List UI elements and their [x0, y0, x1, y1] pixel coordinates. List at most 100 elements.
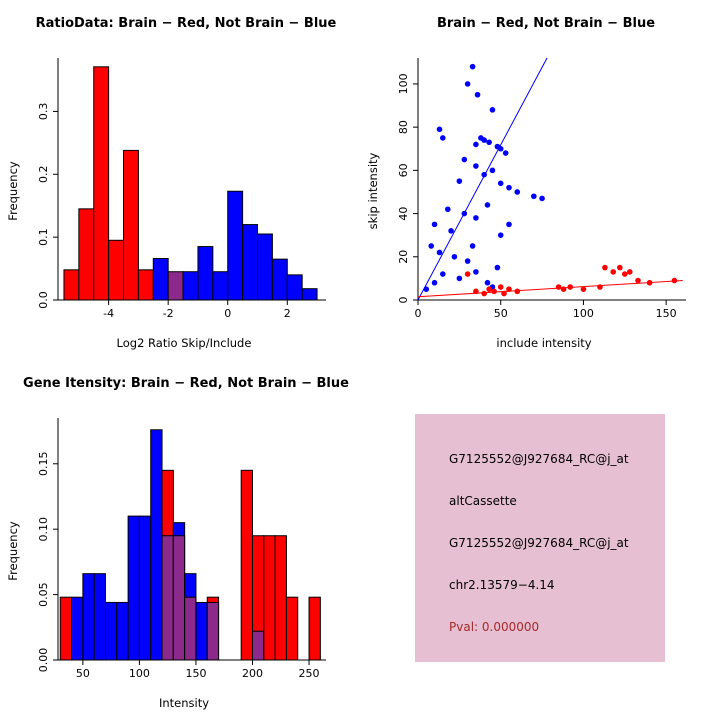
ratio-histogram-title: RatioData: Brain − Red, Not Brain − Blue — [35, 16, 337, 31]
intensity-scatter-xlabel: include intensity — [496, 336, 592, 350]
pval-text: Pval: 0.000000 — [449, 620, 540, 634]
scatter-point-blue — [497, 180, 504, 187]
hist-bar-blue — [150, 429, 163, 661]
hist-bar-blue — [71, 596, 84, 661]
scatter-point-red — [626, 269, 633, 275]
gene-info-box: G7125552@J927684_RC@j_at altCassette G71… — [415, 414, 665, 662]
panel-ratio-histogram: RatioData: Brain − Red, Not Brain − Blue… — [0, 0, 360, 360]
hist-bar-red — [78, 208, 95, 301]
intensity-scatter-title: Brain − Red, Not Brain − Blue — [436, 16, 656, 31]
gene-intensity-title: Gene Itensity: Brain − Red, Not Brain − … — [23, 376, 349, 391]
probe-id-repeat-text: G7125552@J927684_RC@j_at — [449, 536, 629, 550]
gene-intensity-ylabel: Frequency — [6, 521, 20, 581]
hist-bar-blue — [271, 258, 288, 301]
scatter-point-red — [635, 277, 641, 284]
hist-bar-blue — [138, 515, 152, 661]
scatter-point-red — [560, 286, 567, 292]
hist-bar-purple — [161, 535, 174, 661]
scatter-point-blue — [494, 264, 501, 271]
hist-bar-blue — [301, 288, 318, 301]
scatter-point-blue — [464, 258, 471, 264]
panel-intensity-scatter: Brain − Red, Not Brain − Blue skip inten… — [360, 0, 720, 360]
scatter-point-red — [486, 286, 492, 292]
y-tick-label: 20 — [397, 250, 410, 264]
y-tick-label: 0.2 — [37, 166, 50, 184]
scatter-point-blue — [506, 221, 512, 228]
hist-bar-blue — [242, 224, 259, 301]
y-tick-label: 40 — [397, 207, 410, 221]
y-tick-label: 60 — [397, 163, 410, 177]
scatter-point-red — [597, 284, 603, 290]
intensity-scatter-ylabel: skip intensity — [366, 152, 380, 230]
scatter-point-red — [617, 264, 623, 271]
scatter-point-blue — [436, 249, 443, 256]
scatter-point-red — [580, 286, 587, 292]
scatter-point-blue — [531, 193, 537, 200]
scatter-point-blue — [473, 163, 479, 169]
hist-bar-purple — [167, 271, 184, 301]
intensity-scatter-plot: 0 50 100 150 0 20 40 60 80 100 — [397, 57, 686, 320]
scatter-point-blue — [461, 210, 468, 217]
scatter-point-blue — [469, 63, 476, 70]
fit-line-blue — [417, 57, 548, 301]
x-tick-label: 100 — [573, 307, 594, 320]
y-tick-label: 0.1 — [37, 228, 50, 246]
hist-bar-purple — [206, 601, 220, 661]
hist-bar-blue — [195, 601, 208, 661]
x-tick-label: 0 — [415, 307, 422, 320]
x-tick-label: 50 — [494, 307, 508, 320]
hist-bar-purple — [184, 596, 197, 661]
x-tick-label: 250 — [299, 667, 320, 680]
hist-bar-red — [63, 269, 80, 301]
scatter-point-red — [497, 284, 504, 290]
scatter-point-blue — [428, 243, 435, 249]
scatter-point-blue — [469, 243, 476, 249]
hist-bar-red — [308, 596, 321, 661]
scatter-point-red — [491, 288, 497, 295]
scatter-point-blue — [473, 215, 479, 221]
x-tick-label: 200 — [242, 667, 263, 680]
hist-bar-blue — [286, 274, 303, 301]
probe-id-text: G7125552@J927684_RC@j_at — [449, 452, 629, 466]
scatter-point-blue — [461, 156, 468, 163]
y-tick-label: 80 — [397, 120, 410, 134]
hist-bar-red — [285, 596, 299, 661]
x-tick-label: -2 — [163, 307, 174, 320]
scatter-point-blue — [497, 145, 504, 152]
scatter-point-red — [481, 290, 487, 297]
scatter-point-blue — [448, 228, 454, 234]
scatter-point-red — [602, 264, 608, 271]
y-tick-label: 0.0 — [37, 291, 50, 309]
fit-line-red — [417, 280, 683, 298]
scatter-point-blue — [484, 202, 491, 208]
y-tick-label: 0.15 — [37, 452, 50, 477]
panel-gene-intensity-histogram: Gene Itensity: Brain − Red, Not Brain − … — [0, 360, 360, 720]
hist-bar-purple — [251, 630, 265, 661]
scatter-point-red — [501, 290, 507, 297]
scatter-point-blue — [497, 232, 504, 238]
hist-bar-blue — [212, 271, 229, 301]
scatter-point-blue — [481, 137, 487, 143]
scatter-point-red — [514, 288, 521, 295]
y-tick-label: 0.05 — [37, 582, 50, 607]
scatter-point-blue — [484, 279, 491, 286]
hist-bar-blue — [93, 573, 106, 661]
scatter-point-blue — [489, 107, 496, 113]
scatter-point-blue — [436, 126, 443, 133]
hist-bar-red — [108, 239, 125, 301]
scatter-point-blue — [514, 189, 521, 195]
x-tick-label: 150 — [185, 667, 206, 680]
scatter-point-blue — [431, 221, 438, 228]
hist-bar-blue — [152, 258, 169, 301]
scatter-point-blue — [481, 171, 487, 178]
x-tick-label: 150 — [656, 307, 677, 320]
ratio-histogram-xlabel: Log2 Ratio Skip/Include — [116, 336, 252, 350]
x-tick-label: 0 — [224, 307, 231, 320]
y-tick-label: 0 — [397, 297, 410, 304]
scatter-point-red — [610, 269, 617, 275]
scatter-point-red — [671, 277, 678, 284]
hist-bar-red — [137, 269, 154, 301]
hist-bar-blue — [227, 190, 244, 301]
hist-bar-red — [274, 535, 287, 661]
